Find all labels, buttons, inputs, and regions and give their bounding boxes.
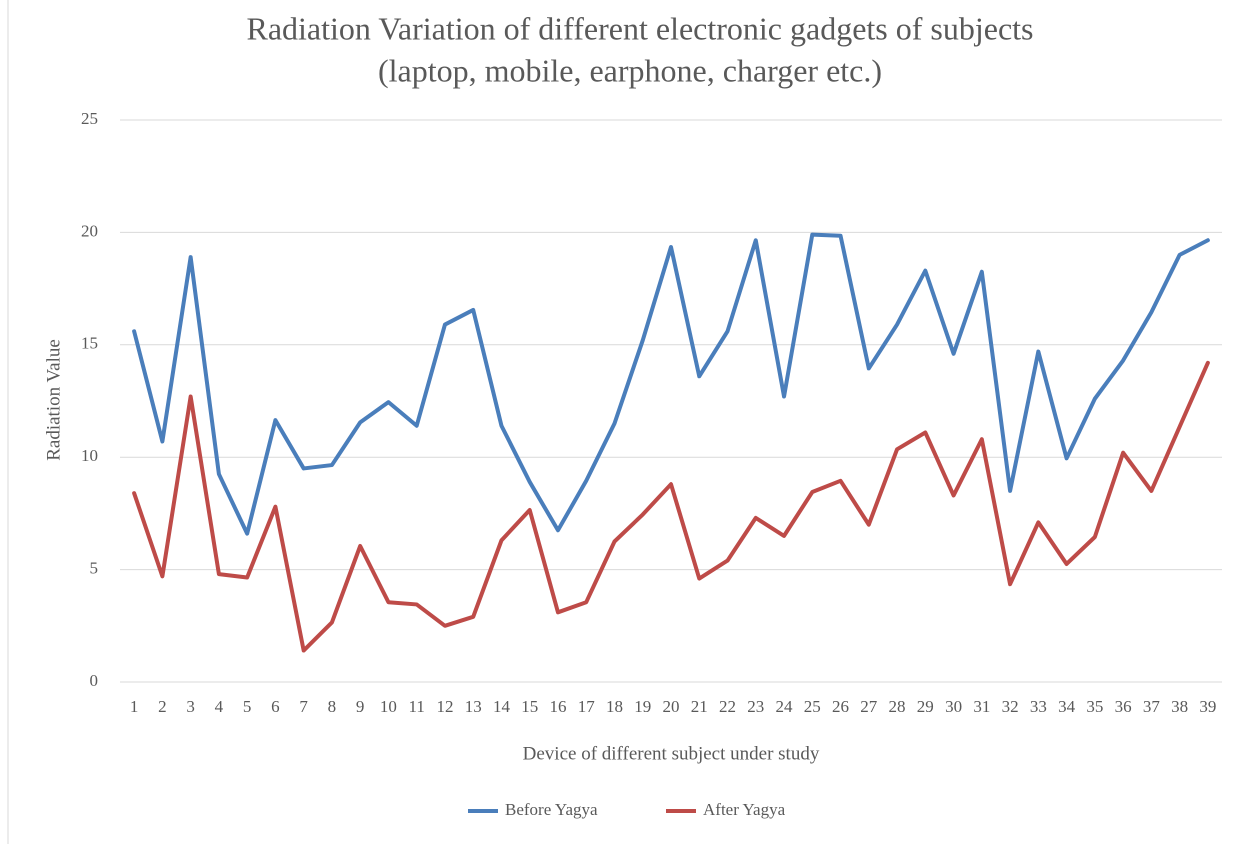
y-tick-label: 10 [81, 446, 98, 465]
x-tick-label: 26 [832, 697, 849, 716]
x-tick-label: 39 [1199, 697, 1216, 716]
y-tick-label: 20 [81, 221, 98, 240]
y-tick-label: 0 [90, 671, 99, 690]
y-tick-label: 25 [81, 109, 98, 128]
x-tick-label: 32 [1002, 697, 1019, 716]
x-tick-label: 11 [409, 697, 425, 716]
x-tick-label: 28 [889, 697, 906, 716]
x-tick-label: 1 [130, 697, 139, 716]
x-tick-label: 35 [1086, 697, 1103, 716]
y-tick-label: 15 [81, 334, 98, 353]
x-tick-label: 7 [299, 697, 308, 716]
y-axis-title: Radiation Value [43, 339, 64, 461]
x-tick-label: 15 [521, 697, 538, 716]
x-tick-label: 19 [634, 697, 651, 716]
x-tick-label: 34 [1058, 697, 1076, 716]
x-tick-label: 9 [356, 697, 365, 716]
x-tick-label: 31 [973, 697, 990, 716]
x-tick-label: 5 [243, 697, 252, 716]
x-tick-label: 12 [436, 697, 453, 716]
x-tick-label: 25 [804, 697, 821, 716]
legend-label: After Yagya [703, 800, 786, 819]
x-tick-label: 10 [380, 697, 397, 716]
x-tick-label: 36 [1115, 697, 1132, 716]
x-tick-label: 22 [719, 697, 736, 716]
x-tick-label: 38 [1171, 697, 1188, 716]
y-tick-label: 5 [90, 559, 99, 578]
x-tick-label: 29 [917, 697, 934, 716]
x-axis-title: Device of different subject under study [523, 743, 820, 764]
x-tick-label: 18 [606, 697, 623, 716]
x-tick-label: 8 [328, 697, 337, 716]
series-line [132, 232, 1210, 536]
chart-title: (laptop, mobile, earphone, charger etc.) [378, 52, 882, 88]
x-tick-label: 16 [549, 697, 566, 716]
x-tick-label: 23 [747, 697, 764, 716]
x-tick-label: 37 [1143, 697, 1161, 716]
x-tick-label: 24 [776, 697, 794, 716]
x-tick-label: 14 [493, 697, 511, 716]
x-tick-label: 30 [945, 697, 962, 716]
x-tick-label: 4 [215, 697, 224, 716]
chart-title: Radiation Variation of different electro… [246, 10, 1033, 46]
x-tick-label: 21 [691, 697, 708, 716]
series-line [132, 360, 1210, 653]
legend-label: Before Yagya [505, 800, 598, 819]
x-tick-label: 27 [860, 697, 878, 716]
x-tick-label: 20 [663, 697, 680, 716]
x-tick-label: 3 [186, 697, 195, 716]
x-tick-label: 17 [578, 697, 596, 716]
x-tick-label: 2 [158, 697, 167, 716]
x-tick-label: 33 [1030, 697, 1047, 716]
x-tick-label: 6 [271, 697, 280, 716]
x-tick-label: 13 [465, 697, 482, 716]
